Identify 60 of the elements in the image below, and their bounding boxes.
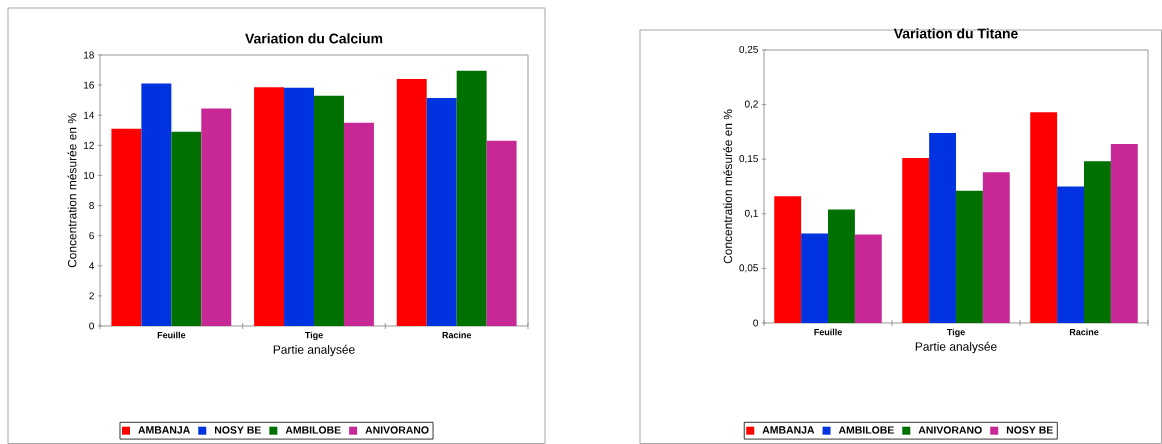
chart-title: Variation du Titane: [893, 28, 1018, 39]
legend-label: NOSY BE: [1006, 426, 1053, 434]
bar: [314, 95, 344, 326]
y-tick-label: 2: [89, 292, 94, 300]
bar: [456, 70, 487, 326]
bar: [774, 196, 802, 323]
legend-label: AMBILOBE: [285, 426, 341, 434]
y-tick-label: 16: [84, 81, 94, 89]
bar: [801, 233, 829, 323]
legend-label: ANIVORANO: [365, 426, 429, 434]
bar: [426, 97, 457, 326]
y-tick-label: 0,25: [739, 45, 758, 55]
bar: [1030, 112, 1058, 323]
bar: [343, 122, 374, 326]
legend-label: NOSY BE: [214, 426, 261, 434]
y-tick-label: 10: [84, 171, 94, 179]
y-tick-label: 0,1: [744, 209, 758, 218]
y-tick-label: 0,2: [744, 100, 758, 109]
bar: [1110, 143, 1138, 323]
bar: [171, 131, 202, 326]
bar: [854, 234, 882, 323]
x-tick-label: Feuille: [157, 331, 186, 339]
bar: [486, 140, 517, 326]
y-tick-label: 14: [84, 111, 95, 119]
x-tick-label: Tige: [304, 331, 323, 341]
y-tick-label: 0: [753, 319, 758, 327]
bar: [254, 87, 285, 326]
x-tick-label: Feuille: [814, 328, 842, 336]
bar: [141, 83, 172, 326]
bar: [929, 132, 957, 323]
x-tick-label: Racine: [1069, 328, 1099, 336]
bar: [982, 172, 1010, 323]
bar: [396, 79, 427, 326]
legend-label: AMBANJA: [138, 426, 190, 434]
legend-label: AMBILOBE: [838, 426, 894, 434]
bar: [111, 128, 142, 326]
y-tick-label: 0,05: [739, 264, 758, 273]
y-tick-label: 0,15: [739, 155, 758, 164]
y-tick-label: 8: [89, 202, 94, 210]
legend-label: AMBANJA: [762, 426, 815, 434]
y-tick-label: 0: [89, 322, 94, 330]
y-tick-label: 12: [84, 141, 94, 149]
chart-title: Variation du Calcium: [245, 33, 383, 44]
y-tick-label: 4: [89, 262, 95, 270]
x-tick-label: Tige: [946, 328, 965, 338]
y-axis-title: Concentration mésurée en %: [67, 113, 77, 268]
legend-label: ANIVORANO: [918, 426, 982, 434]
bar: [1057, 186, 1085, 323]
y-tick-label: 18: [84, 51, 94, 59]
x-axis-title: Partie analysée: [915, 341, 997, 354]
y-tick-label: 6: [89, 232, 94, 240]
bar: [828, 209, 855, 323]
bar: [201, 108, 232, 326]
x-axis-title: Partie analysée: [273, 344, 355, 357]
bar: [284, 87, 315, 326]
y-axis-title: Concentration mésurée en %: [723, 109, 733, 264]
bar: [1084, 161, 1111, 323]
bar: [902, 158, 930, 323]
bar: [956, 190, 983, 323]
x-tick-label: Racine: [442, 331, 472, 339]
